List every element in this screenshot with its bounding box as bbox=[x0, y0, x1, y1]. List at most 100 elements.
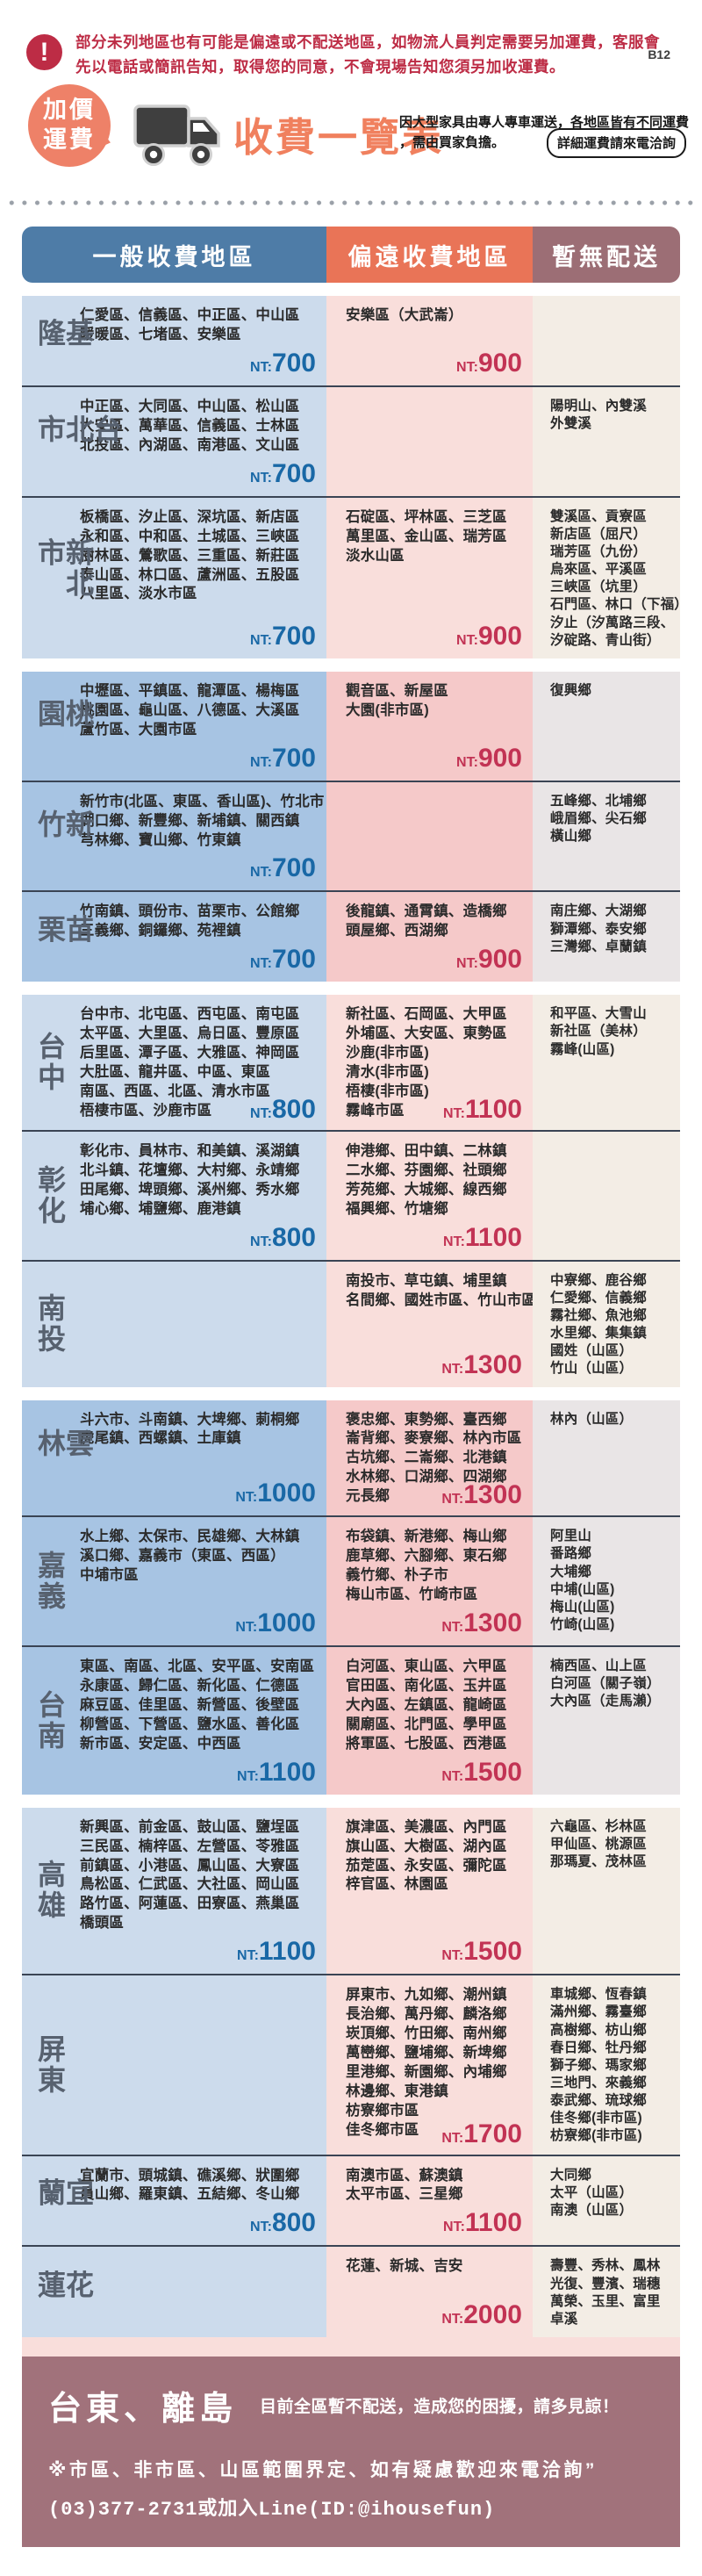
title-desc-line2: ，需由買家負擔。 bbox=[399, 135, 505, 151]
price-value: 1100 bbox=[258, 1757, 316, 1787]
area-line: 峨眉鄉、尖石鄉 bbox=[550, 810, 647, 826]
remote-cell bbox=[326, 781, 533, 891]
region-label: 雲林 bbox=[34, 1428, 94, 1460]
price-currency-prefix: NT: bbox=[250, 754, 272, 770]
area-line: 仁愛區、信義區、中正區、中山區 bbox=[80, 307, 300, 323]
price-currency-prefix: NT: bbox=[250, 956, 272, 972]
price-value: 700 bbox=[271, 458, 316, 488]
area-line: 安樂區（大武崙） bbox=[346, 307, 463, 323]
area-line: 光復、豐濱、瑞穗 bbox=[550, 2276, 661, 2292]
taitung-islands-footer: 台東、離島 目前全區暫不配送，造成您的困擾，請多見諒！ ※市區、非市區、山區範圍… bbox=[22, 2356, 680, 2547]
area-lines: 觀音區、新屋區 大園(非市區) bbox=[346, 682, 522, 721]
no-delivery-cell bbox=[533, 296, 680, 385]
price: NT:1300 bbox=[441, 1347, 522, 1378]
price-value: 900 bbox=[477, 743, 522, 773]
remote-cell: 新社區、石岡區、大甲區 外埔區、大安區、東勢區 沙鹿(非市區) 清水(非市區) 梧棲(非… bbox=[326, 995, 533, 1130]
general-cell: 中正區、大同區、中山區、松山區 大安區、萬華區、信義區、士林區 北投區、內湖區、南港… bbox=[22, 386, 326, 496]
area-line: 萬榮、玉里、富里 bbox=[550, 2293, 661, 2309]
general-cell: 仁愛區、信義區、中正區、中山區 暖暖區、七堵區、安樂區 NT:700 基隆 bbox=[22, 296, 326, 385]
general-cell: 台中市、北屯區、西屯區、南屯區 太平區、大里區、烏日區、豐原區 后里區、潭子區、大雅… bbox=[22, 995, 326, 1130]
no-delivery-cell: 阿里山 番路鄉 大埔鄉 中埔(山區) 梅山(山區) 竹崎(山區) bbox=[533, 1517, 680, 1645]
region-row-台南: 東區、南區、北區、安平區、安南區 永康區、歸仁區、新化區、仁德區 麻豆區、佳里區、新… bbox=[22, 1644, 680, 1795]
area-line: 二水鄉、芬園鄉、社頭鄉 bbox=[346, 1162, 507, 1178]
area-lines: 宜蘭市、頭城鎮、礁溪鄉、狀圍鄉 員山鄉、羅東鎮、五結鄉、冬山鄉 bbox=[80, 2167, 316, 2205]
area-line: 新社區（美林） bbox=[550, 1024, 647, 1040]
region-label: 桃園 bbox=[34, 698, 94, 730]
price: NT:800 bbox=[250, 1094, 316, 1124]
region-row-嘉義: 水上鄉、太保市、民雄鄉、大林鎮 溪口鄉、嘉義市（東區、西區） 中埔市區 NT:1000… bbox=[22, 1515, 680, 1645]
price: NT:1500 bbox=[441, 1754, 522, 1786]
area-line: 古坑鄉、二崙鄉、北港鎮 bbox=[346, 1450, 507, 1466]
price: NT:700 bbox=[250, 618, 316, 650]
area-line: 楠西區、山上區 bbox=[550, 1658, 647, 1673]
area-line: 褒忠鄉、東勢鄉、臺西鄉 bbox=[346, 1411, 507, 1428]
price: NT:2000 bbox=[441, 2297, 522, 2328]
price-value: 1100 bbox=[464, 2208, 522, 2238]
remote-cell: 布袋鎮、新港鄉、梅山鄉 鹿草鄉、六腳鄉、東石鄉 義竹鄉、朴子市 梅山市區、竹崎市區 NT… bbox=[326, 1517, 533, 1645]
price: NT:1100 bbox=[443, 1220, 522, 1251]
area-line: 福興鄉、竹塘鄉 bbox=[346, 1200, 448, 1217]
area-lines: 花蓮、新城、吉安 bbox=[346, 2257, 522, 2277]
area-line: 梅山(山區) bbox=[550, 1599, 615, 1615]
area-lines: 後龍鎮、通霄鎮、造橋鄉 頭屋鄉、西湖鄉 bbox=[346, 903, 522, 941]
bubble-line2: 運費 bbox=[43, 126, 96, 153]
no-delivery-cell: 和平區、大雪山 新社區（美林） 霧峰(山區) bbox=[533, 995, 680, 1130]
page-title: 收費一覽表 bbox=[233, 115, 445, 160]
area-line: 元長鄉 bbox=[346, 1488, 390, 1505]
area-line: 霧峰(山區) bbox=[550, 1041, 615, 1057]
remote-cell: 旗津區、美濃區、內門區 旗山區、大樹區、湖內區 茄萣區、永安區、彌陀區 梓官區、林園區… bbox=[326, 1807, 533, 1975]
area-line: 陽明山、內雙溪 bbox=[550, 398, 647, 414]
price-currency-prefix: NT: bbox=[237, 1768, 259, 1784]
footer-contact: (03)377-2731或加入Line(ID:@ihousefun) bbox=[48, 2498, 496, 2521]
price-currency-prefix: NT: bbox=[441, 1948, 464, 1964]
area-line: 彰化市、員林市、和美鎮、溪湖鎮 bbox=[80, 1142, 300, 1159]
area-line: 五峰鄉、北埔鄉 bbox=[550, 793, 647, 809]
area-line: 中正區、大同區、中山區、松山區 bbox=[80, 398, 300, 414]
header-no-delivery: 暫無配送 bbox=[533, 227, 680, 283]
area-lines: 屏東市、九如鄉、潮州鎮 長治鄉、萬丹鄉、麟洛鄉 崁頂鄉、竹田鄉、南州鄉 萬巒鄉、鹽埔鄉… bbox=[346, 1986, 522, 2141]
region-row-台北市: 中正區、大同區、中山區、松山區 大安區、萬華區、信義區、士林區 北投區、內湖區、南港… bbox=[22, 385, 680, 496]
general-cell: 彰化市、員林市、和美鎮、溪湖鎮 北斗鎮、花壇鄉、大村鄉、永靖鄉 田尾鄉、埤頭鄉、溪州… bbox=[22, 1131, 326, 1260]
area-line: 六龜區、杉林區 bbox=[550, 1818, 647, 1834]
title-desc-line1: 因大型家具由專人專車運送，各地區皆有不同運費 bbox=[399, 115, 690, 130]
area-lines: 新社區、石岡區、大甲區 外埔區、大安區、東勢區 沙鹿(非市區) 清水(非市區) 梧棲(非… bbox=[346, 1005, 522, 1121]
area-lines: 復興鄉 bbox=[550, 682, 670, 700]
price-value: 800 bbox=[271, 1094, 316, 1124]
price-value: 1100 bbox=[464, 1094, 522, 1124]
region-block: 新興區、前金區、鼓山區、鹽埕區 三民區、楠梓區、左營區、苓雅區 前鎮區、小港區、鳳山… bbox=[22, 1807, 680, 2337]
general-cell: 南投 bbox=[22, 1261, 326, 1387]
region-row-雲林: 斗六市、斗南鎮、大埤鄉、莿桐鄉 虎尾鎮、西螺鎮、土庫鎮 NT:1000 雲林 褒忠鄉、東… bbox=[22, 1400, 680, 1516]
area-line: 竹山（山區） bbox=[550, 1361, 634, 1377]
area-line: 大肚區、龍井區、中區、東區 bbox=[80, 1064, 271, 1081]
general-cell: 斗六市、斗南鎮、大埤鄉、莿桐鄉 虎尾鎮、西螺鎮、土庫鎮 NT:1000 雲林 bbox=[22, 1400, 326, 1516]
area-line: 頭屋鄉、西湖鄉 bbox=[346, 923, 448, 939]
area-line: 新竹市(北區、東區、香山區)、竹北市 bbox=[80, 793, 325, 809]
area-line: 茄萣區、永安區、彌陀區 bbox=[346, 1857, 507, 1874]
area-line: 霧社鄉、魚池鄉 bbox=[550, 1307, 647, 1323]
area-line: 佳冬鄉市區 bbox=[346, 2121, 419, 2138]
region-label: 高雄 bbox=[34, 1860, 66, 1922]
area-line: 梓官區、林園區 bbox=[346, 1876, 448, 1893]
warning-banner: ! 部分未列地區也有可能是偏遠或不配送地區，如物流人員判定需要另加運費，客服會先… bbox=[26, 30, 672, 79]
area-line: 中埔(山區) bbox=[550, 1581, 615, 1597]
area-line: 新興區、前金區、鼓山區、鹽埕區 bbox=[80, 1818, 300, 1835]
area-line: 阿里山 bbox=[550, 1529, 592, 1544]
price: NT:1100 bbox=[443, 1094, 522, 1124]
general-cell: 花蓮 bbox=[22, 2247, 326, 2337]
area-line: 路竹區、阿蓮區、田寮區、燕巢區 bbox=[80, 1896, 300, 1912]
area-lines: 五峰鄉、北埔鄉 峨眉鄉、尖石鄉 橫山鄉 bbox=[550, 793, 670, 845]
area-lines: 布袋鎮、新港鄉、梅山鄉 鹿草鄉、六腳鄉、東石鄉 義竹鄉、朴子市 梅山市區、竹崎市區 bbox=[346, 1528, 522, 1605]
no-delivery-cell: 復興鄉 bbox=[533, 671, 680, 781]
price-currency-prefix: NT: bbox=[441, 2311, 464, 2327]
area-line: 柳營區、下營區、鹽水區、善化區 bbox=[80, 1716, 300, 1732]
region-label: 嘉義 bbox=[34, 1551, 66, 1613]
region-row-新竹: 新竹市(北區、東區、香山區)、竹北市 湖口鄉、新豐鄉、新埔鎮、關西鎮 芎林鄉、寶山鄉… bbox=[22, 780, 680, 891]
area-line: 萬巒鄉、鹽埔鄉、新埤鄉 bbox=[346, 2045, 507, 2062]
price: NT:900 bbox=[456, 740, 522, 772]
price-value: 700 bbox=[271, 621, 316, 651]
area-lines: 旗津區、美濃區、內門區 旗山區、大樹區、湖內區 茄萣區、永安區、彌陀區 梓官區、林園區 bbox=[346, 1818, 522, 1896]
area-lines: 壽豐、秀林、鳳林 光復、豐濱、瑞穗 萬榮、玉里、富里 卓溪 bbox=[550, 2257, 670, 2328]
price: NT:700 bbox=[250, 941, 316, 973]
area-line: 汐止（汐萬路三段、 bbox=[550, 615, 675, 630]
price-value: 1000 bbox=[257, 1608, 316, 1637]
